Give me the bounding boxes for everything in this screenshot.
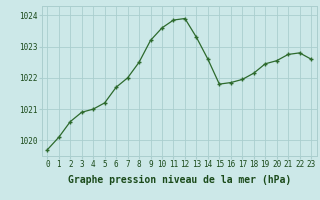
X-axis label: Graphe pression niveau de la mer (hPa): Graphe pression niveau de la mer (hPa) — [68, 175, 291, 185]
